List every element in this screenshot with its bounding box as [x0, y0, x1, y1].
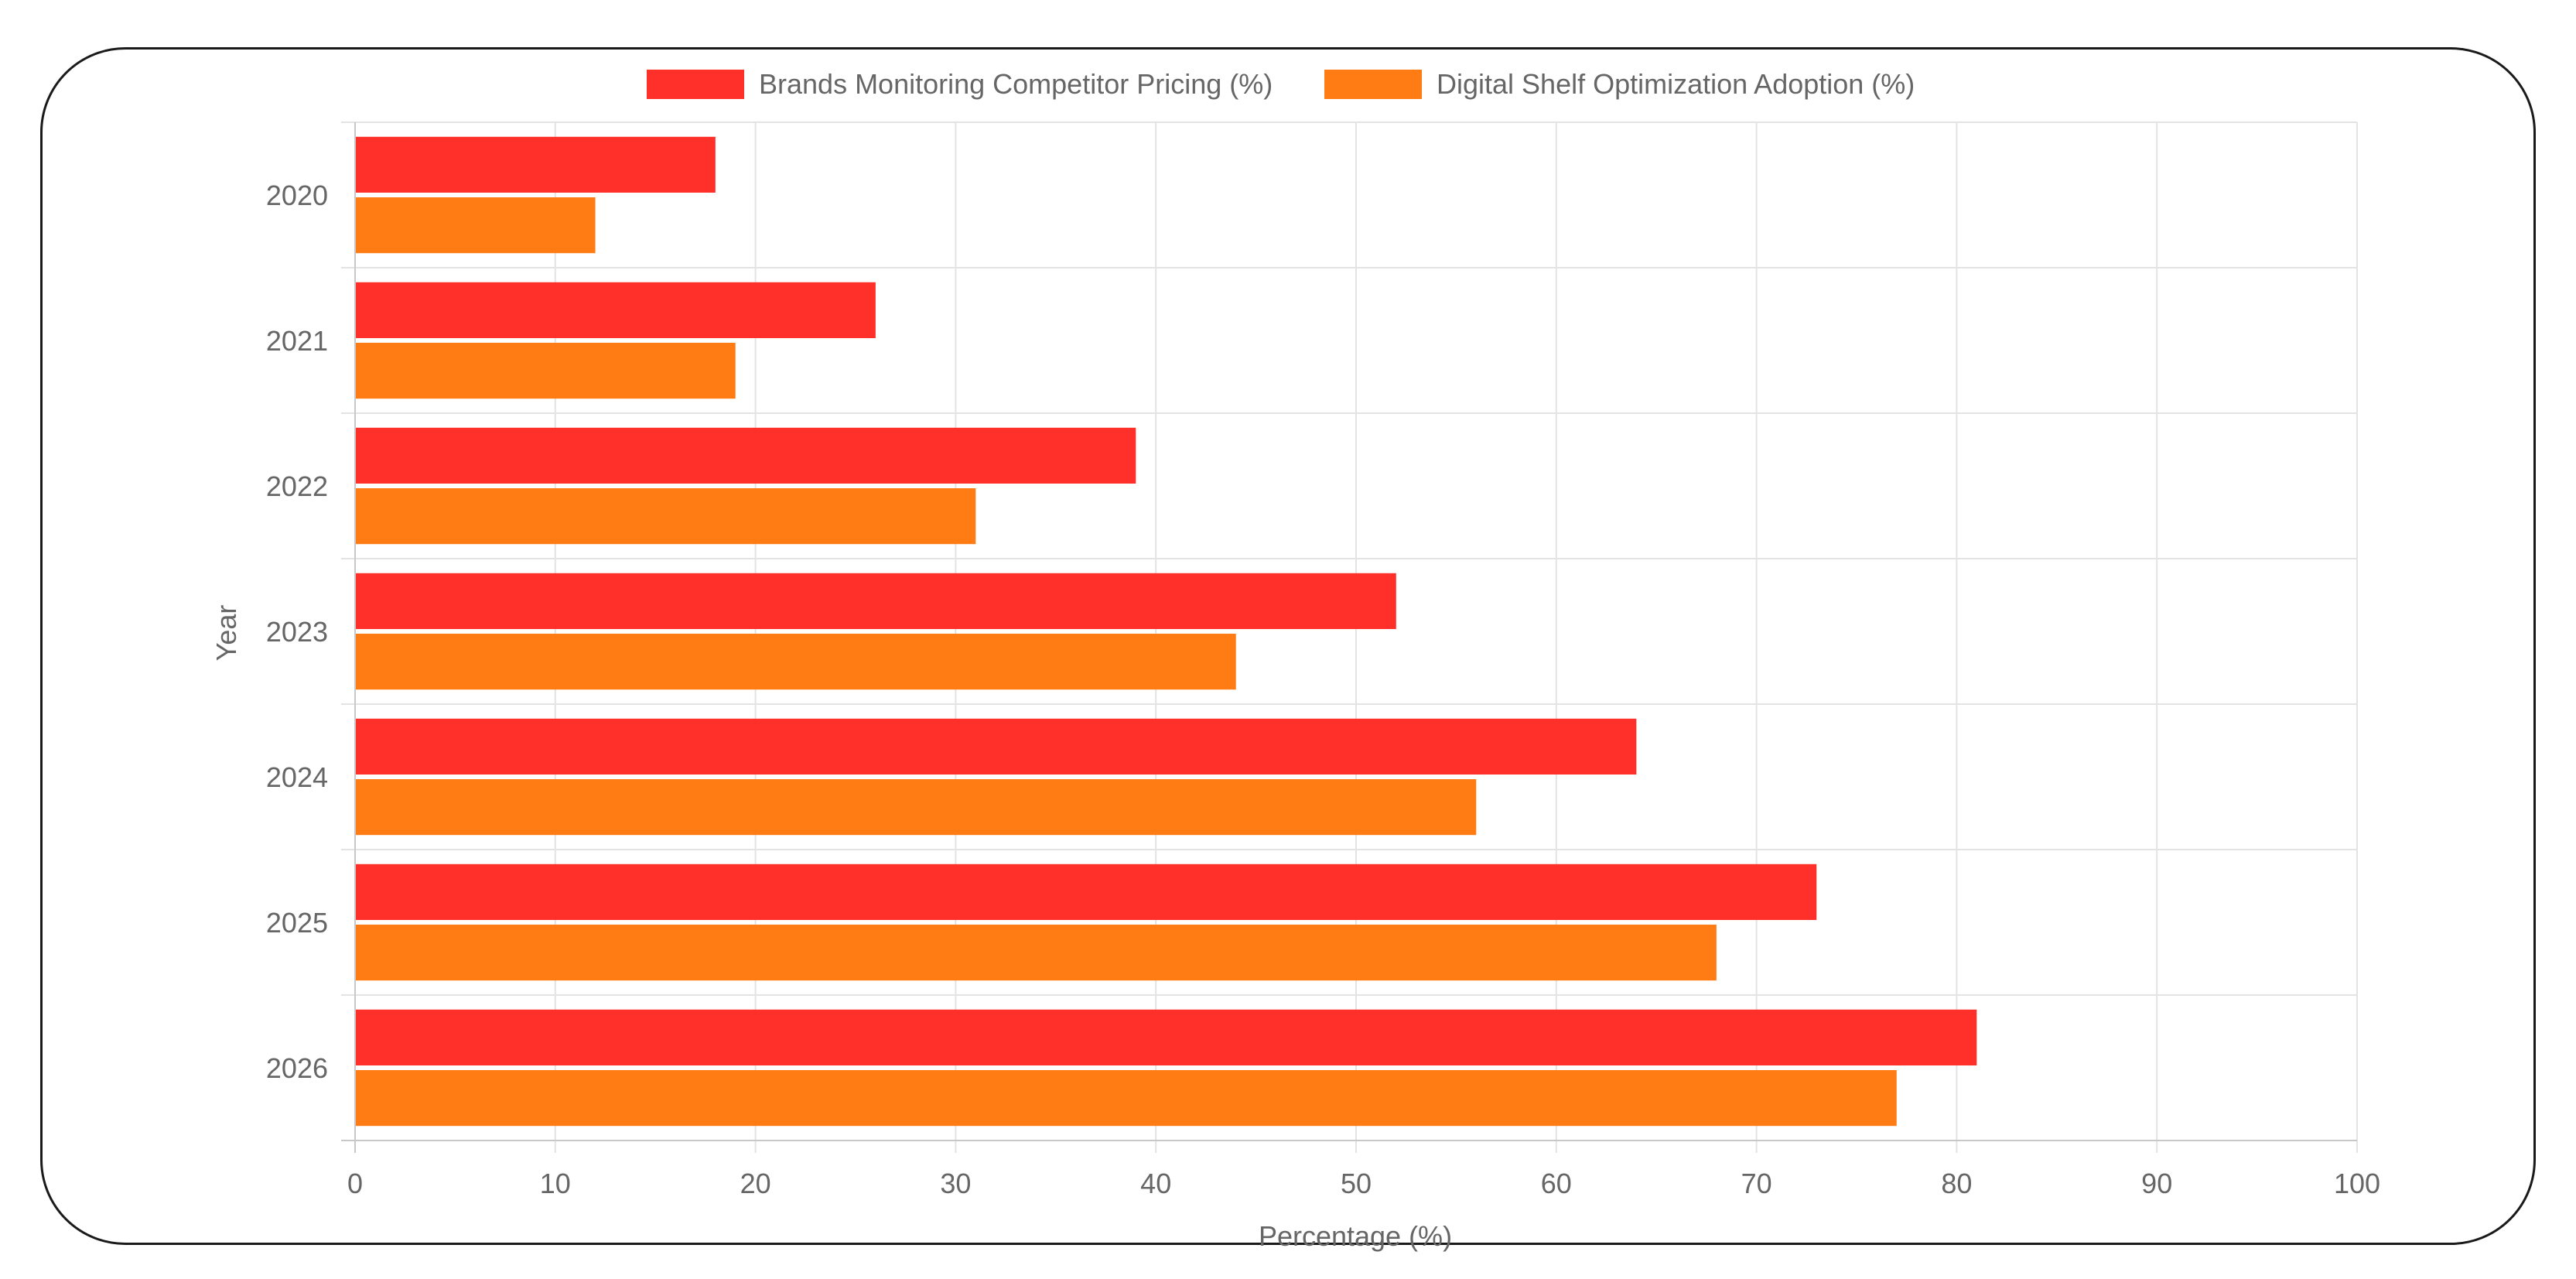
bars — [355, 136, 1977, 1127]
y-tick-label: 2025 — [266, 907, 328, 939]
y-axis-title: Year — [210, 605, 242, 662]
bar-digital-shelf-2024 — [355, 779, 1477, 836]
legend-swatch-digital-shelf — [1324, 70, 1422, 99]
x-tick-label: 40 — [1140, 1168, 1171, 1199]
x-tick-label: 80 — [1941, 1168, 1972, 1199]
x-tick-label: 30 — [940, 1168, 971, 1199]
x-tick-label: 70 — [1741, 1168, 1772, 1199]
x-tick-label: 10 — [540, 1168, 571, 1199]
bar-digital-shelf-2021 — [355, 343, 736, 399]
x-axis-title: Percentage (%) — [1259, 1220, 1452, 1252]
bar-pricing-2021 — [355, 282, 876, 338]
axes — [341, 122, 2357, 1153]
legend-swatch-pricing — [647, 70, 744, 99]
bar-pricing-2023 — [355, 573, 1396, 629]
bar-pricing-2026 — [355, 1009, 1977, 1065]
x-tick-label: 0 — [347, 1168, 363, 1199]
x-tick-label: 60 — [1541, 1168, 1572, 1199]
x-tick-label: 50 — [1341, 1168, 1372, 1199]
bar-pricing-2022 — [355, 427, 1136, 484]
x-tick-label: 100 — [2334, 1168, 2380, 1199]
bar-pricing-2020 — [355, 136, 716, 193]
x-tick-label: 90 — [2141, 1168, 2172, 1199]
y-tick-label: 2026 — [266, 1052, 328, 1084]
bar-digital-shelf-2022 — [355, 488, 976, 545]
tick-labels: 0 10 20 30 40 50 60 70 80 90 100 2020 2021 2022 2023 20… — [266, 180, 2380, 1199]
x-tick-label: 20 — [740, 1168, 771, 1199]
y-tick-label: 2022 — [266, 470, 328, 502]
bar-pricing-2025 — [355, 863, 1817, 920]
legend: Brands Monitoring Competitor Pricing (%)… — [647, 68, 1915, 100]
legend-label-pricing: Brands Monitoring Competitor Pricing (%) — [759, 68, 1273, 100]
y-tick-label: 2024 — [266, 761, 328, 793]
legend-label-digital-shelf: Digital Shelf Optimization Adoption (%) — [1437, 68, 1915, 100]
bar-digital-shelf-2020 — [355, 197, 596, 254]
bar-digital-shelf-2023 — [355, 634, 1236, 690]
bar-digital-shelf-2026 — [355, 1070, 1897, 1127]
y-tick-label: 2020 — [266, 180, 328, 211]
bar-digital-shelf-2025 — [355, 925, 1717, 981]
y-tick-label: 2023 — [266, 616, 328, 648]
y-tick-label: 2021 — [266, 325, 328, 357]
bar-pricing-2024 — [355, 718, 1637, 775]
